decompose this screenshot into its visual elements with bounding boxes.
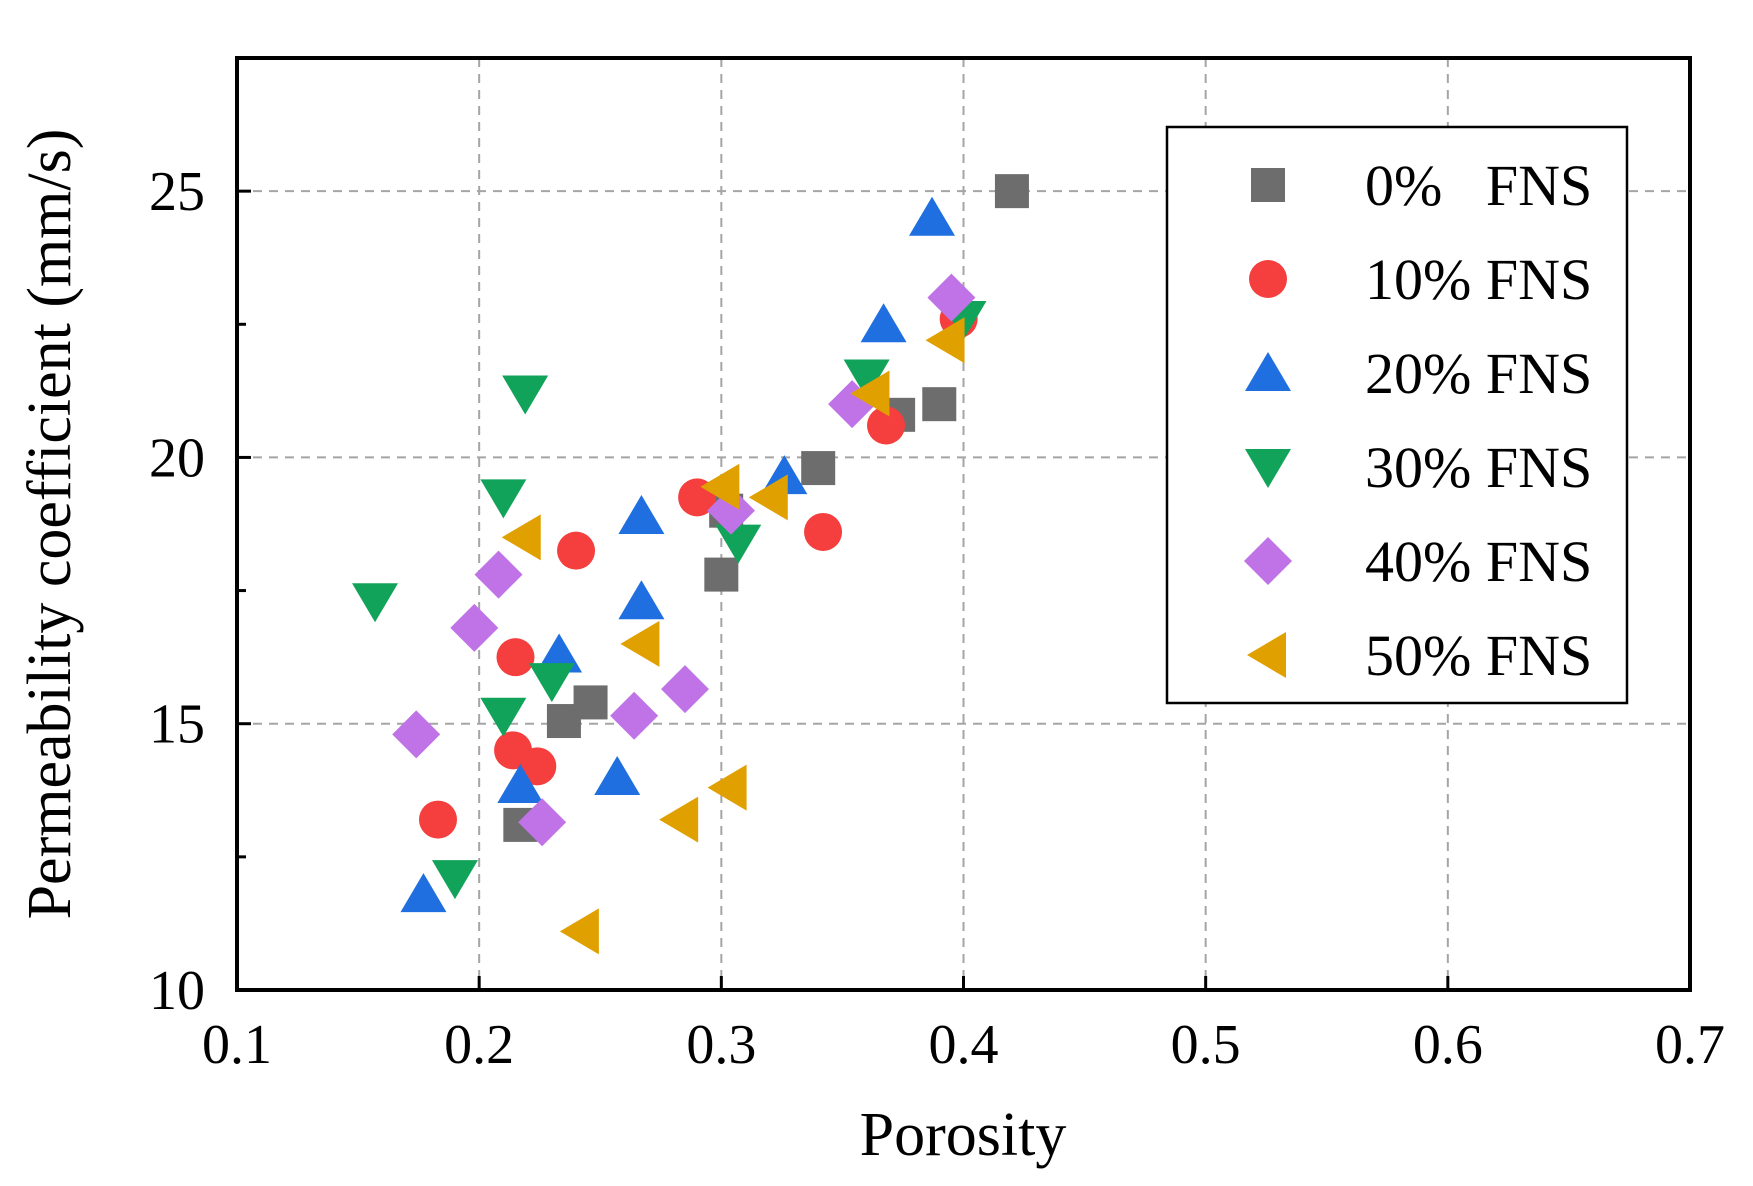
data-point — [352, 583, 399, 623]
data-point — [994, 174, 1029, 209]
data-point — [927, 273, 976, 322]
data-point — [922, 387, 957, 422]
data-point — [536, 633, 583, 673]
data-point — [559, 908, 599, 955]
series-50-fns — [501, 317, 965, 955]
legend-box — [1165, 125, 1629, 705]
tick-labels: 0.1 0.2 0.3 0.4 0.5 0.6 0.7 10 15 20 25 — [149, 161, 1725, 1076]
data-point — [843, 359, 890, 399]
legend-label: 50% FNS — [1365, 623, 1592, 688]
legend-label: 30% FNS — [1365, 435, 1592, 500]
legend-label: 20% FNS — [1365, 341, 1592, 406]
legend-marker — [1251, 168, 1285, 202]
data-point — [557, 531, 596, 570]
data-point — [474, 550, 523, 599]
data-point — [850, 370, 890, 417]
x-axis-title: Porosity — [860, 1101, 1067, 1169]
data-point — [610, 691, 659, 740]
data-point — [400, 873, 447, 913]
legend-label: 0% FNS — [1365, 153, 1592, 218]
data-point — [801, 451, 836, 486]
legend-marker — [1245, 449, 1291, 488]
data-point — [909, 196, 956, 236]
series-30-fns — [352, 300, 987, 900]
legend-marker — [1244, 537, 1292, 585]
data-point — [707, 764, 747, 811]
data-point — [925, 317, 965, 364]
data-point — [618, 580, 665, 620]
data-point — [618, 495, 665, 535]
data-point — [707, 486, 756, 535]
series-40-fns — [392, 273, 976, 847]
data-point — [659, 796, 699, 843]
data-point — [860, 303, 907, 343]
x-tick-label: 0.2 — [444, 1014, 514, 1076]
data-point — [528, 663, 575, 703]
data-point — [518, 798, 567, 847]
data-point — [392, 710, 441, 759]
data-point — [748, 474, 788, 521]
legend-marker — [1249, 260, 1287, 298]
data-point — [594, 755, 641, 795]
data-point — [661, 665, 710, 714]
x-tick-label: 0.7 — [1655, 1014, 1725, 1076]
data-point — [700, 463, 740, 510]
data-point — [496, 638, 535, 677]
legend-marker — [1245, 352, 1291, 391]
data-point — [867, 406, 906, 445]
y-tick-label: 15 — [149, 694, 205, 756]
data-point — [497, 763, 544, 803]
data-point — [418, 800, 457, 839]
data-point — [480, 479, 527, 519]
axis-ticks — [235, 56, 1692, 992]
y-tick-label: 20 — [149, 427, 205, 489]
data-point — [480, 697, 527, 737]
legend-label: 40% FNS — [1365, 529, 1592, 594]
data-point — [715, 524, 762, 564]
x-tick-label: 0.3 — [686, 1014, 756, 1076]
x-tick-label: 0.4 — [929, 1014, 999, 1076]
data-point — [502, 375, 549, 415]
data-point — [704, 557, 739, 592]
data-point — [518, 747, 557, 786]
legend: 0% FNS 10% FNS 20% FNS 30% FNS 40% FNS 50% FN… — [1165, 125, 1629, 705]
legend-marker — [1247, 632, 1286, 678]
data-points — [352, 174, 1029, 955]
x-tick-label: 0.6 — [1413, 1014, 1483, 1076]
data-point — [450, 603, 499, 652]
data-point — [431, 860, 478, 900]
x-tick-label: 0.1 — [202, 1014, 272, 1076]
data-point — [501, 514, 541, 561]
data-point — [620, 620, 660, 667]
y-tick-label: 25 — [149, 161, 205, 223]
y-tick-label: 10 — [149, 960, 205, 1022]
data-point — [804, 512, 843, 551]
legend-label: 10% FNS — [1365, 247, 1592, 312]
y-axis-title: Permeability coefficient (mm/s) — [16, 129, 84, 920]
series-20-fns — [400, 196, 956, 913]
x-tick-label: 0.5 — [1171, 1014, 1241, 1076]
data-point — [573, 685, 608, 720]
